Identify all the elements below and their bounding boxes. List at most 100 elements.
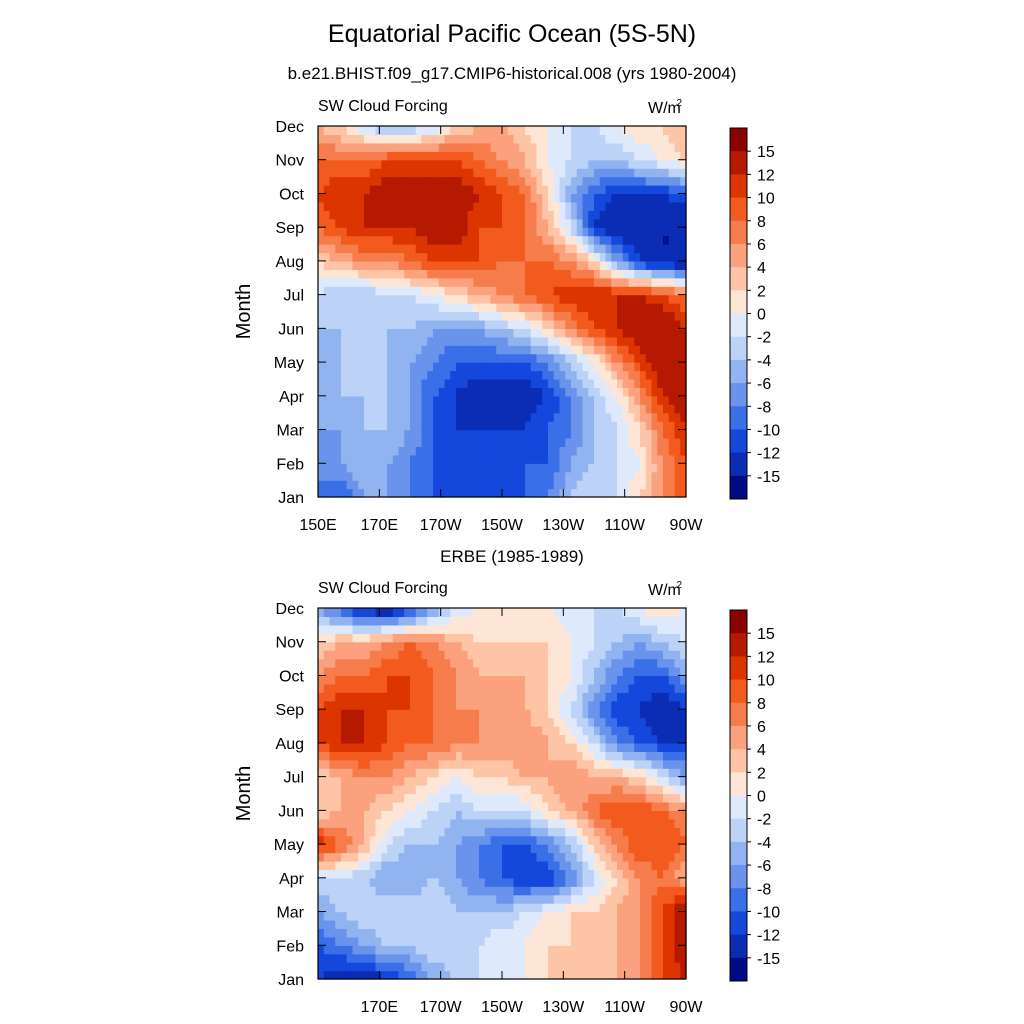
heatmap-cell [525, 134, 532, 144]
heatmap-cell [622, 894, 630, 904]
heatmap-cell [467, 362, 474, 372]
heatmap-cell [496, 827, 503, 837]
heatmap-cell [611, 919, 618, 930]
heatmap-cell [582, 726, 589, 736]
colorbar-label: 0 [757, 307, 766, 324]
heatmap-cell [490, 454, 497, 464]
heatmap-cell [438, 793, 446, 803]
heatmap-cell [387, 742, 394, 752]
heatmap-cell [456, 193, 463, 203]
heatmap-cell [335, 717, 342, 727]
heatmap-cell [381, 852, 388, 862]
heatmap-cell [404, 328, 411, 338]
heatmap-cell [410, 142, 417, 152]
heatmap-cell [588, 751, 595, 761]
heatmap-cell [358, 962, 365, 972]
heatmap-cell [680, 962, 687, 972]
heatmap-cell [456, 454, 463, 464]
heatmap-cell [427, 463, 434, 473]
heatmap-cell [421, 142, 428, 152]
heatmap-cell [496, 345, 503, 355]
y-tick-label: Oct [279, 186, 304, 203]
heatmap-cell [450, 404, 457, 414]
heatmap-cell [674, 168, 681, 178]
heatmap-cell [611, 793, 618, 803]
heatmap-cell [352, 227, 359, 237]
heatmap-cell [318, 218, 325, 228]
heatmap-cell [594, 429, 601, 439]
heatmap-cell [318, 193, 325, 203]
heatmap-cell [490, 159, 497, 169]
heatmap-cell [398, 176, 405, 186]
heatmap-cell [617, 429, 624, 439]
heatmap-cell [318, 362, 325, 372]
heatmap-cell [358, 717, 365, 727]
heatmap-cell [571, 294, 578, 304]
heatmap-cell [358, 412, 365, 422]
heatmap-cell [645, 151, 653, 161]
heatmap-cell [513, 126, 520, 136]
heatmap-cell [323, 412, 331, 422]
heatmap-cell [622, 286, 630, 296]
heatmap-cell [461, 151, 469, 161]
heatmap-cell [548, 742, 555, 752]
heatmap-cell [335, 936, 342, 946]
heatmap-cell [530, 488, 538, 498]
heatmap-cell [369, 294, 377, 304]
heatmap-cell [507, 471, 515, 481]
heatmap-cell [421, 193, 428, 203]
heatmap-cell [358, 235, 365, 245]
heatmap-cell [381, 134, 388, 144]
heatmap-cell [525, 751, 532, 761]
heatmap-cell [525, 869, 532, 879]
heatmap-cell [617, 734, 624, 744]
heatmap-cell [461, 801, 469, 811]
heatmap-cell [415, 269, 423, 279]
heatmap-cell [369, 700, 377, 710]
heatmap-cell [473, 218, 480, 228]
heatmap-cell [536, 345, 543, 355]
heatmap-cell [519, 193, 526, 203]
heatmap-cell [582, 151, 589, 161]
heatmap-cell [369, 378, 377, 388]
heatmap-cell [490, 235, 497, 245]
heatmap-cell [513, 210, 520, 220]
heatmap-cell [329, 793, 336, 803]
heatmap-cell [369, 277, 377, 287]
heatmap-cell [576, 319, 584, 329]
heatmap-cell [559, 903, 566, 913]
heatmap-cell [444, 404, 451, 414]
heatmap-cell [640, 412, 647, 422]
heatmap-cell [415, 877, 423, 887]
heatmap-cell [542, 726, 549, 736]
heatmap-cell [410, 463, 417, 473]
heatmap-cell [387, 480, 394, 490]
heatmap-cell [617, 260, 624, 270]
heatmap-cell [484, 471, 492, 481]
heatmap-cell [410, 726, 417, 736]
heatmap-cell [542, 227, 549, 237]
heatmap-cell [375, 404, 382, 414]
heatmap-cell [680, 827, 687, 837]
heatmap-cell [513, 437, 520, 448]
heatmap-cell [634, 319, 641, 329]
heatmap-cell [358, 835, 365, 845]
heatmap-cell [525, 412, 532, 422]
heatmap-cell [450, 945, 457, 955]
heatmap-cell [461, 395, 469, 405]
heatmap-cell [599, 928, 607, 938]
heatmap-cell [427, 911, 434, 921]
heatmap-cell [599, 370, 607, 380]
heatmap-cell [519, 218, 526, 228]
heatmap-cell [634, 919, 641, 930]
heatmap-cell [628, 218, 635, 228]
heatmap-cell [415, 151, 423, 161]
heatmap-cell [415, 835, 423, 845]
heatmap-cell [536, 328, 543, 338]
heatmap-cell [645, 970, 653, 980]
heatmap-cell [645, 142, 653, 152]
heatmap-cell [433, 311, 440, 321]
heatmap-cell [341, 709, 348, 719]
heatmap-cell [663, 962, 670, 972]
heatmap-cell [450, 294, 457, 304]
